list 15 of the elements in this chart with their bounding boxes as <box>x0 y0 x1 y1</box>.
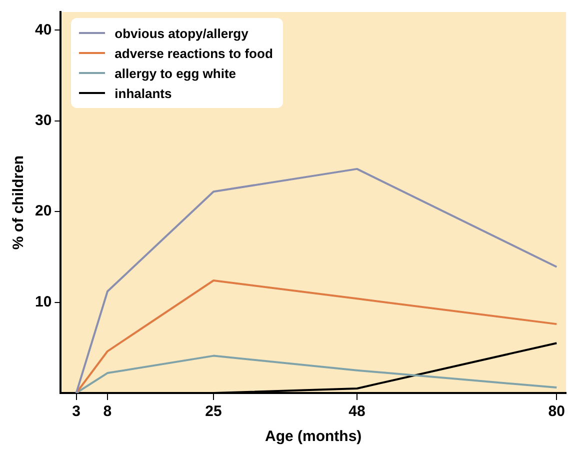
x-tick-label: 80 <box>548 403 565 420</box>
x-axis-title: Age (months) <box>265 428 362 446</box>
y-tick-label: 10 <box>34 293 52 310</box>
y-tick-label: 20 <box>34 202 52 220</box>
legend-label: allergy to egg white <box>114 66 236 80</box>
x-tick-label: 8 <box>103 403 112 420</box>
x-tick-label: 25 <box>205 403 222 420</box>
x-tick-label: 3 <box>72 403 80 420</box>
legend-label: inhalants <box>114 86 172 100</box>
y-tick-label: 40 <box>34 21 52 38</box>
y-axis-title: % of children <box>10 155 28 250</box>
legend-label: adverse reactions to food <box>114 46 273 60</box>
x-tick-label: 48 <box>348 403 366 420</box>
y-tick-label: 30 <box>34 112 52 129</box>
legend-label: obvious atopy/allergy <box>114 26 248 40</box>
